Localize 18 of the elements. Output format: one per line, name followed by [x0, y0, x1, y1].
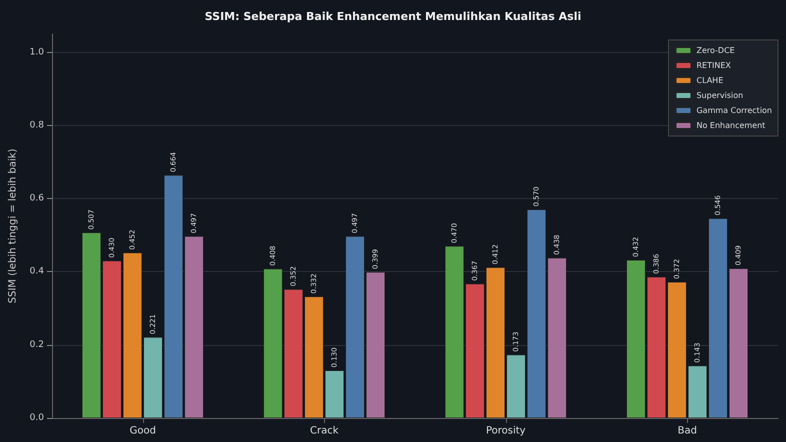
y-tick-label: 1.0 — [30, 47, 44, 58]
chart-title: SSIM: Seberapa Baik Enhancement Memulihkan Kualitas Asli — [204, 10, 582, 23]
legend-label: No Enhancement — [696, 121, 766, 130]
x-tick-label: Crack — [310, 426, 339, 436]
y-tick-label: 0.4 — [30, 266, 44, 277]
y-tick-label: 0.6 — [30, 194, 44, 204]
x-tick-label: Good — [130, 426, 156, 436]
legend-label: Supervision — [696, 91, 744, 100]
legend-label: RETINEX — [696, 61, 732, 70]
legend-label: Zero-DCE — [696, 46, 735, 55]
y-tick-label: 0.2 — [30, 340, 44, 350]
x-tick-label: Porosity — [486, 426, 526, 436]
y-axis-title: SSIM (lebih tinggi = lebih baik) — [8, 148, 18, 304]
y-tick-label: 0.0 — [30, 413, 44, 423]
x-tick-label: Bad — [678, 426, 697, 436]
y-tick-label: 0.8 — [30, 120, 44, 130]
legend-label: CLAHE — [696, 76, 724, 85]
legend-label: Gamma Correction — [696, 106, 772, 115]
